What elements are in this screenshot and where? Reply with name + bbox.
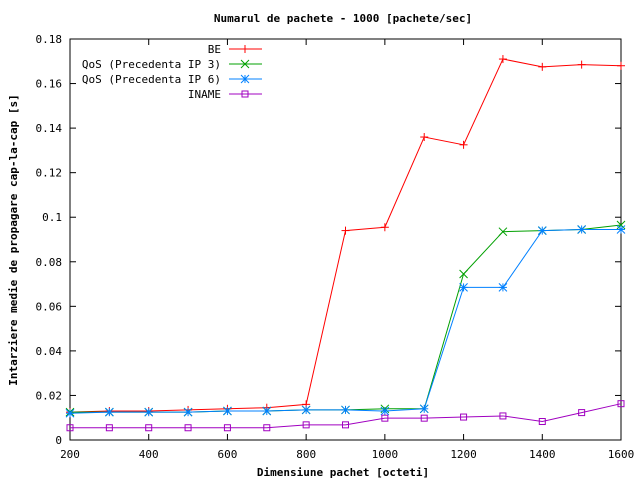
y-tick-label: 0.06 bbox=[36, 300, 63, 313]
data-point bbox=[616, 225, 626, 234]
series-line bbox=[70, 403, 622, 429]
series-line bbox=[69, 228, 621, 414]
data-point bbox=[223, 424, 231, 432]
x-axis-label: Dimensiune pachet [octeti] bbox=[257, 466, 429, 479]
data-point bbox=[578, 409, 586, 417]
plot-frame bbox=[69, 38, 622, 441]
data-point bbox=[380, 406, 390, 416]
series-3 bbox=[66, 400, 625, 432]
series-2 bbox=[65, 225, 626, 418]
y-tick-label: 0 bbox=[55, 434, 62, 447]
data-point bbox=[263, 424, 271, 432]
data-point bbox=[341, 226, 350, 235]
y-tick-label: 0.08 bbox=[36, 256, 63, 269]
data-point bbox=[419, 404, 429, 414]
data-point bbox=[498, 55, 507, 64]
data-point bbox=[459, 283, 468, 292]
legend-label: BE bbox=[208, 43, 221, 56]
series-1 bbox=[65, 220, 626, 417]
axis-ticks: 200 400 600 800 1000 1200 1400 1600 0 0.02 0.04 0.0… bbox=[36, 33, 635, 461]
legend-entry: BE bbox=[208, 43, 262, 56]
y-axis-label: Intarziere medie de propagare cap-la-cap… bbox=[7, 94, 20, 385]
data-point bbox=[420, 414, 428, 422]
y-tick-label: 0.18 bbox=[36, 33, 63, 46]
data-point bbox=[342, 421, 349, 429]
data-point bbox=[420, 133, 429, 142]
legend-label: QoS (Precedenta IP 6) bbox=[82, 73, 221, 86]
data-point bbox=[617, 61, 625, 70]
x-tick-label: 200 bbox=[60, 448, 80, 461]
data-point bbox=[341, 405, 350, 415]
x-tick-label: 1000 bbox=[372, 448, 399, 461]
x-tick-label: 800 bbox=[296, 448, 316, 461]
data-point bbox=[538, 418, 546, 426]
data-point bbox=[459, 269, 468, 279]
data-point bbox=[105, 407, 114, 417]
y-tick-label: 0.16 bbox=[36, 78, 63, 91]
data-point bbox=[381, 414, 389, 422]
data-point bbox=[616, 220, 626, 230]
y-tick-label: 0.1 bbox=[42, 211, 62, 224]
data-point bbox=[460, 413, 468, 421]
data-point bbox=[577, 60, 586, 69]
data-point bbox=[617, 400, 625, 408]
data-point bbox=[538, 62, 547, 71]
x-tick-label: 1200 bbox=[450, 448, 477, 461]
y-tick-label: 0.12 bbox=[36, 167, 63, 180]
series-0 bbox=[66, 55, 625, 417]
data-point bbox=[301, 405, 311, 415]
data-point bbox=[380, 223, 389, 232]
data-point bbox=[144, 407, 154, 417]
y-tick-label: 0.14 bbox=[36, 122, 63, 135]
data-point bbox=[459, 140, 468, 149]
y-tick-label: 0.02 bbox=[36, 389, 63, 402]
data-point bbox=[105, 424, 113, 432]
data-point bbox=[499, 412, 507, 420]
data-point bbox=[183, 407, 193, 417]
data-point bbox=[302, 421, 310, 429]
series-layer bbox=[65, 55, 626, 432]
legend-entry: QoS (Precedenta IP 6) bbox=[82, 73, 262, 86]
data-point bbox=[65, 408, 75, 418]
legend-entry: INAME bbox=[188, 88, 262, 101]
data-point bbox=[145, 424, 153, 432]
data-point bbox=[223, 406, 232, 416]
data-point bbox=[577, 225, 586, 234]
x-tick-label: 1400 bbox=[529, 448, 556, 461]
data-point bbox=[66, 424, 74, 432]
chart-title: Numarul de pachete - 1000 [pachete/sec] bbox=[214, 12, 472, 25]
legend-entry: QoS (Precedenta IP 3) bbox=[82, 58, 262, 71]
data-point bbox=[498, 227, 508, 237]
legend-label: INAME bbox=[188, 88, 221, 101]
legend-label: QoS (Precedenta IP 3) bbox=[82, 58, 221, 71]
x-tick-label: 400 bbox=[139, 448, 159, 461]
series-line bbox=[70, 224, 622, 413]
data-point bbox=[498, 283, 508, 292]
y-tick-label: 0.04 bbox=[36, 345, 63, 358]
data-point bbox=[262, 406, 272, 416]
x-tick-label: 1600 bbox=[608, 448, 635, 461]
x-tick-label: 600 bbox=[217, 448, 237, 461]
data-point bbox=[184, 424, 192, 432]
data-point bbox=[537, 226, 547, 235]
legend: BE QoS (Precedenta IP 3) QoS (Precedenta I… bbox=[82, 43, 262, 101]
